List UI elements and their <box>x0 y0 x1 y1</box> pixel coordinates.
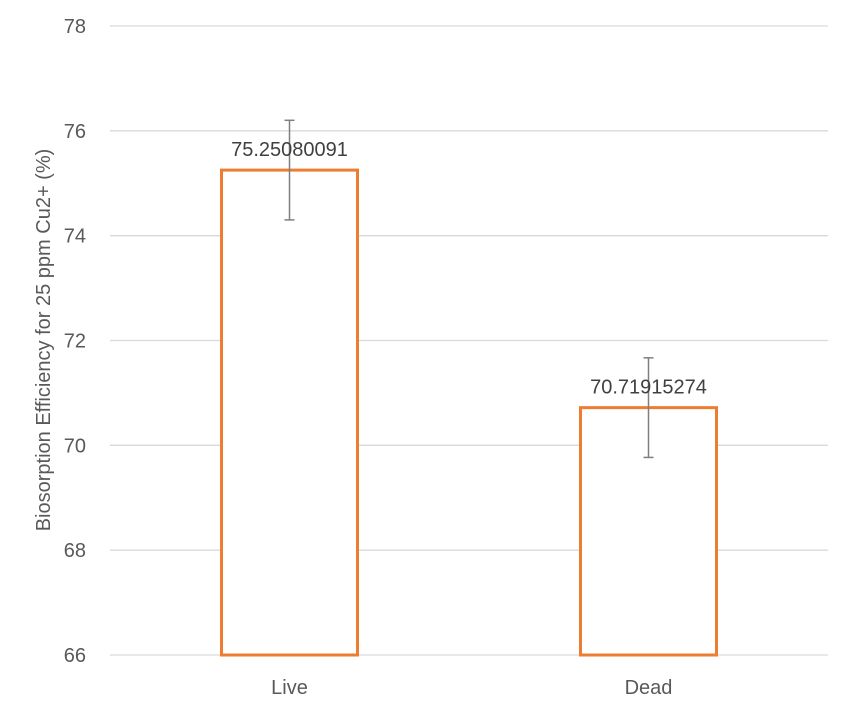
y-tick-label: 76 <box>64 121 86 143</box>
y-axis-label: Biosorption Efficiency for 25 ppm Cu2+ (… <box>33 149 55 532</box>
data-label-dead: 70.71915274 <box>590 377 707 399</box>
y-tick-label: 68 <box>64 540 86 562</box>
y-tick-label: 72 <box>64 331 86 353</box>
bars <box>220 168 718 657</box>
bar-live <box>220 168 359 657</box>
y-tick-label: 70 <box>64 435 86 457</box>
data-label-live: 75.25080091 <box>231 139 348 161</box>
x-category-label-dead: Dead <box>625 677 673 699</box>
error-bar-dead <box>643 357 654 459</box>
error-bars <box>284 119 654 459</box>
error-bar-live <box>284 119 295 221</box>
y-axis-ticks: 66 68 70 72 74 76 78 <box>64 16 86 667</box>
x-axis-categories: Live Dead <box>271 677 672 699</box>
x-category-label-live: Live <box>271 677 308 699</box>
data-labels: 75.25080091 70.71915274 <box>231 139 707 399</box>
y-tick-label: 66 <box>64 645 86 667</box>
y-tick-label: 74 <box>64 226 86 248</box>
y-tick-label: 78 <box>64 16 86 38</box>
gridlines <box>110 25 828 656</box>
